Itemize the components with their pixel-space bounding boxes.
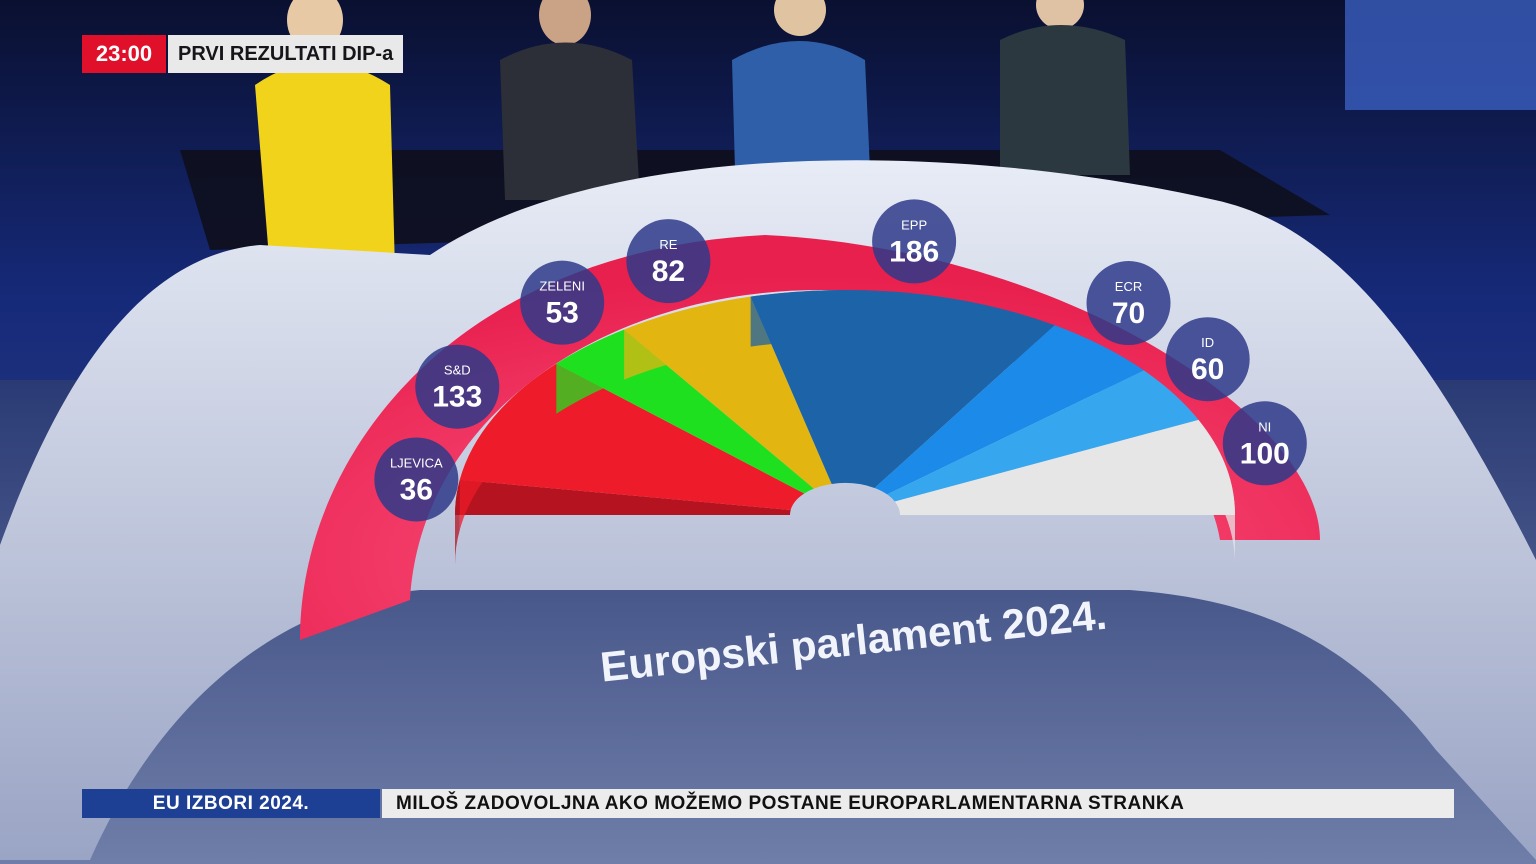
party-badges: LJEVICA 36 S&D 133 ZELENI 53 RE 82 EPP 186 ECR 70 ID… (374, 199, 1307, 522)
hemicycle-slice-epp (750, 290, 1055, 489)
badge-seat-value: 70 (1112, 297, 1145, 330)
badge-seat-value: 100 (1240, 437, 1290, 470)
badge-party-label: EPP (901, 217, 927, 232)
hemicycle-slice-sd (459, 363, 805, 510)
badge-party-label: ZELENI (539, 279, 585, 294)
badge-id: ID 60 (1165, 317, 1250, 402)
badge-seat-value: 60 (1191, 353, 1224, 386)
badge-circle (872, 199, 957, 284)
badge-zeleni: ZELENI 53 (520, 260, 605, 345)
presenter-2 (500, 0, 640, 200)
presenter-4 (1000, 0, 1130, 175)
badge-circle (1165, 317, 1250, 402)
badge-sd: S&D 133 (415, 344, 500, 429)
badge-party-label: NI (1258, 419, 1271, 434)
badge-seat-value: 186 (889, 235, 939, 268)
badge-circle (415, 344, 500, 429)
time-badge: 23:00 (82, 35, 166, 73)
badge-seat-value: 36 (400, 473, 433, 506)
hemicycle-slice-re (624, 296, 832, 489)
badge-seat-value: 53 (545, 297, 578, 330)
badge-circle (520, 260, 605, 345)
badge-party-label: S&D (444, 363, 471, 378)
hemicycle-slice-ni (894, 419, 1235, 515)
ticker-section-label: EU IZBORI 2024. (82, 789, 380, 818)
badge-circle (1222, 401, 1307, 486)
hemicycle-slice-id (887, 370, 1199, 502)
badge-ni: NI 100 (1222, 401, 1307, 486)
badge-party-label: RE (659, 237, 677, 252)
right-screen (1345, 0, 1536, 110)
program-label: PRVI REZULTATI DIP-a (168, 35, 404, 73)
hemicycle-chart (455, 290, 1235, 565)
badge-party-label: ECR (1115, 279, 1142, 294)
hemicycle-slice-zeleni (556, 329, 814, 494)
badge-party-label: LJEVICA (390, 455, 443, 470)
badge-seat-value: 82 (652, 255, 685, 288)
badge-epp: EPP 186 (872, 199, 957, 284)
badge-ecr: ECR 70 (1086, 261, 1171, 346)
badge-circle (374, 437, 459, 522)
hemicycle-slice-ecr (874, 325, 1144, 495)
ticker-headline: MILOŠ ZADOVOLJNA AKO MOŽEMO POSTANE EURO… (382, 789, 1454, 818)
badge-party-label: ID (1201, 335, 1214, 350)
badge-re: RE 82 (626, 219, 711, 304)
badge-circle (1086, 261, 1171, 346)
presenter-3 (732, 0, 870, 170)
badge-circle (626, 219, 711, 304)
badge-seat-value: 133 (432, 381, 482, 414)
hemicycle-slice-ljevica (455, 479, 791, 515)
badge-ljevica: LJEVICA 36 (374, 437, 459, 522)
